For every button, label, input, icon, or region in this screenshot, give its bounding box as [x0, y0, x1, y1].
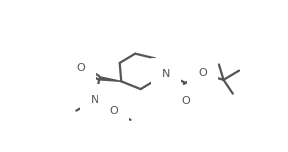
Text: O: O — [198, 68, 207, 78]
Polygon shape — [99, 77, 121, 81]
Text: O: O — [109, 106, 118, 116]
Text: O: O — [77, 62, 85, 73]
Text: O: O — [181, 96, 190, 106]
Text: N: N — [91, 95, 99, 105]
Text: N: N — [162, 69, 170, 79]
